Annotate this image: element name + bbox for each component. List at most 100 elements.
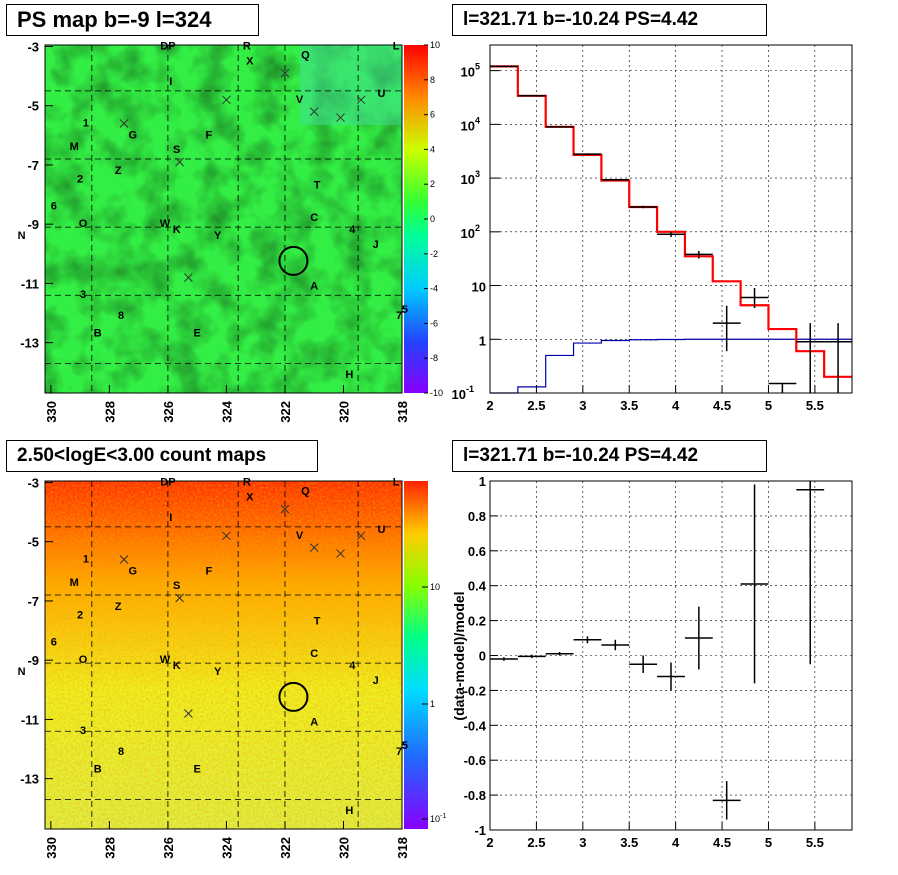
ps-source-label: I (169, 76, 172, 88)
ps-source-circle (278, 245, 309, 276)
spectrum-data-point (517, 95, 546, 97)
ps-cross-stroke (119, 119, 129, 128)
spectrum-data-point (490, 65, 518, 68)
residual-y-tick-label: 0.6 (468, 544, 486, 559)
spectrum-data-point (768, 382, 797, 393)
count-map-panel: DP RX Q L I U V 1 G F M S Z 2 T 6 C O W K 4 N Y J A 3 8 57 B E H 330 32… (18, 475, 447, 859)
cm-source-label: 7 (396, 746, 402, 758)
cm-source-label: A (310, 716, 318, 728)
ps-source-cross (222, 95, 231, 105)
ps-x-tick-label: 320 (336, 401, 351, 423)
ps-palette-label: 6 (430, 110, 435, 120)
cm-x-tick-label: 324 (219, 836, 234, 858)
ps-source-label: R (243, 40, 251, 52)
cm-source-cross (280, 504, 290, 514)
ps-source-label: J (373, 239, 379, 251)
ps-x-tick-label: 330 (44, 401, 59, 423)
cm-source-circle (278, 681, 309, 712)
residual-y-tick-label: 1 (479, 474, 486, 489)
cm-source-label: U (378, 524, 386, 536)
ps-palette-label: 0 (430, 214, 435, 224)
ps-palette-label: 10 (430, 40, 440, 50)
spectrum-y-tick-exponent: 5 (475, 62, 480, 72)
residual-data-point (712, 781, 741, 820)
ps-source-label: B (94, 328, 102, 340)
ps-source-label: S (173, 144, 180, 156)
residual-y-tick-label: -1 (474, 823, 486, 838)
cm-cross-stroke (119, 555, 129, 564)
ps-palette-label: 2 (430, 179, 435, 189)
ps-palette-label: 4 (430, 144, 435, 154)
ps-y-tick-label: -9 (27, 217, 39, 232)
ps-source-label: T (314, 180, 321, 192)
cm-source-label: H (345, 805, 353, 817)
residual-x-tick-label: 2.5 (527, 835, 545, 850)
ps-source-cross (119, 119, 129, 128)
cm-x-tick-label: 322 (278, 837, 293, 859)
ps-palette-label: -2 (430, 249, 438, 259)
ps-source-label: K (173, 224, 181, 236)
ps-source-label: A (310, 280, 318, 292)
ps-cross-stroke (309, 107, 319, 116)
residual-y-tick-label: -0.2 (464, 683, 486, 698)
ps-cross-stroke (184, 273, 193, 282)
ps-source-label: L (393, 40, 400, 52)
cm-source-label: K (173, 660, 181, 672)
cm-source-label: 1 (83, 553, 89, 565)
cm-x-tick-label: 318 (395, 837, 410, 859)
spectrum-data-point (796, 323, 825, 393)
ps-y-tick-label: -13 (20, 336, 39, 351)
cm-source-label: O (79, 654, 88, 666)
cm-source-label: Q (301, 485, 310, 497)
spectrum-data-point (712, 305, 741, 352)
cm-source-label: 4 (349, 660, 356, 672)
cm-cross-stroke (222, 531, 231, 541)
ps-cross-stroke (175, 157, 184, 167)
cm-cross-stroke (280, 504, 290, 514)
ps-source-label: 8 (118, 310, 124, 322)
cm-cross-stroke (184, 709, 193, 718)
cm-y-tick-label: -3 (27, 475, 39, 490)
residual-x-tick-label: 4.5 (713, 835, 731, 850)
spectrum-x-tick-label: 2.5 (527, 398, 545, 413)
residual-y-tick-label: 0.4 (468, 579, 487, 594)
cm-source-label: I (169, 512, 172, 524)
ps-palette-label: -8 (430, 353, 438, 363)
cm-source-label: DP (160, 476, 175, 488)
spectrum-data-point (657, 231, 685, 238)
spectrum-y-tick-label: 10-1 (452, 384, 474, 402)
cm-source-label: F (206, 565, 213, 577)
ps-source-label: M (70, 141, 79, 153)
spectrum-y-tick-exponent: 3 (475, 169, 480, 179)
cm-y-tick-label: -5 (27, 535, 39, 550)
residual-y-tick-label: 0.2 (468, 614, 486, 629)
ps-cross-stroke (280, 68, 290, 78)
residual-data-point (573, 636, 602, 644)
cm-source-cross (336, 549, 345, 558)
cm-source-cross (184, 709, 193, 718)
spectrum-x-tick-label: 5.5 (806, 398, 824, 413)
ps-source-label: C (310, 212, 318, 224)
ps-source-label: 1 (83, 117, 89, 129)
ps-source-label: N (18, 230, 26, 242)
spectrum-title: l=321.71 b=-10.24 PS=4.42 (452, 4, 767, 36)
spectrum-data-point (740, 288, 769, 309)
cm-source-label: X (246, 491, 254, 503)
cm-cross-stroke (309, 543, 319, 552)
cm-source-label: W (160, 654, 171, 666)
spectrum-y-tick-label: 1 (479, 333, 486, 348)
cm-source-label: B (94, 764, 102, 776)
cm-source-label: R (243, 476, 251, 488)
spectrum-data-point (573, 153, 602, 155)
spectrum-data-point (545, 126, 574, 128)
cm-source-label: C (310, 648, 318, 660)
residual-y-label: (data-model)/model (451, 591, 467, 720)
ps-source-label: G (129, 129, 138, 141)
ps-x-tick-label: 322 (278, 401, 293, 423)
ps-source-label: Q (301, 49, 310, 61)
count-map-title: 2.50<logE<3.00 count maps (6, 440, 318, 472)
ps-source-cross (356, 95, 366, 105)
ps-y-tick-label: -11 (21, 276, 39, 291)
residual-x-tick-label: 4 (672, 835, 680, 850)
ps-source-cross (280, 68, 290, 78)
